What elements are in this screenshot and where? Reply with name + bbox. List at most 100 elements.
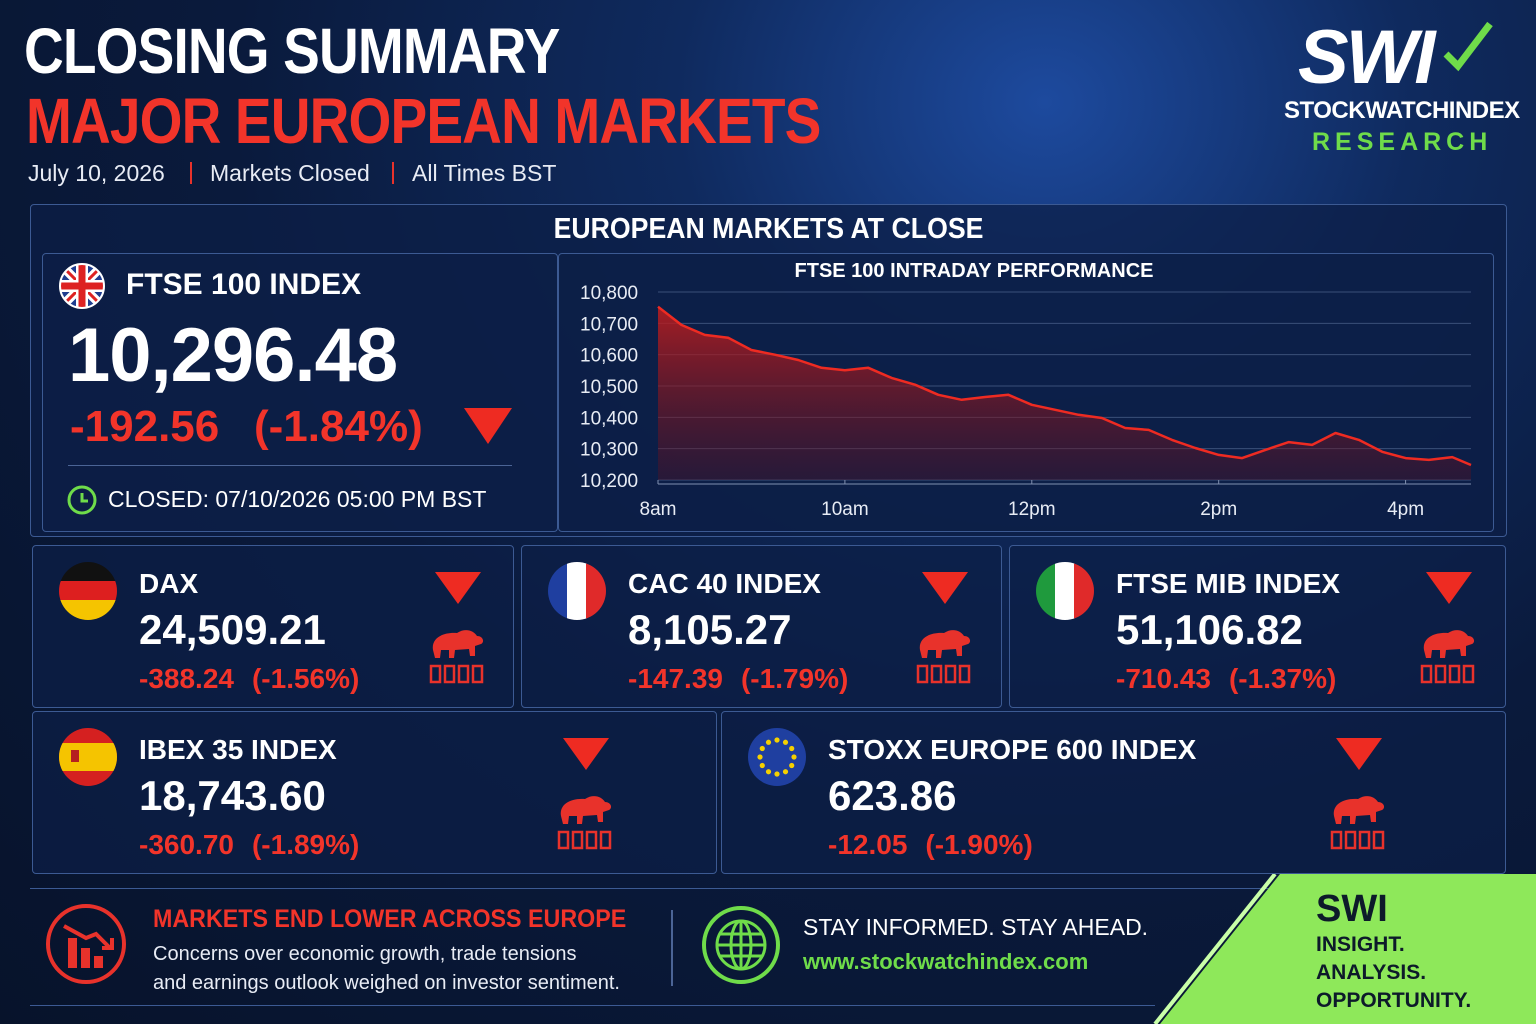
y-tick-label: 10,600: [580, 346, 638, 367]
index-change: -388.24: [139, 663, 234, 694]
index-percent: (-1.90%): [925, 829, 1033, 860]
flag: [59, 562, 117, 620]
index-percent: (-1.89%): [251, 829, 360, 860]
logo-mark: SWI: [1298, 15, 1436, 100]
x-tick-label: 12pm: [1008, 499, 1056, 520]
corner-line: ANALYSIS.: [1316, 961, 1427, 984]
y-tick-label: 10,200: [580, 471, 638, 492]
y-tick-label: 10,700: [580, 314, 638, 335]
corner-banner: [1153, 874, 1536, 1024]
bear-icon: [429, 630, 484, 684]
down-arrow: [1426, 572, 1472, 604]
section-title: EUROPEAN MARKETS AT CLOSE: [553, 213, 984, 245]
divider: [68, 465, 512, 466]
index-change-row: -12.05 (-1.90%): [828, 829, 1033, 861]
divider: [30, 888, 1280, 889]
separator: [392, 162, 394, 184]
ftse-panel: [42, 253, 558, 532]
index-change: -12.05: [828, 829, 908, 860]
x-tick-label: 2pm: [1200, 499, 1237, 520]
flag: [748, 728, 806, 786]
index-name: STOXX EUROPE 600 INDEX: [828, 734, 1197, 765]
index-percent: (-1.79%): [740, 663, 849, 694]
y-tick-label: 10,800: [580, 283, 638, 304]
index-value: 623.86: [828, 772, 957, 819]
index-name: FTSE MIB INDEX: [1116, 568, 1341, 599]
bear-icon: [557, 796, 612, 850]
logo-check: [1443, 21, 1493, 72]
index-value: 18,743.60: [139, 772, 326, 819]
bear-icon: [916, 630, 971, 684]
corner-line: INSIGHT.: [1316, 933, 1405, 956]
down-arrow: [435, 572, 481, 604]
x-tick-label: 4pm: [1387, 499, 1424, 520]
chart-title: FTSE 100 INTRADAY PERFORMANCE: [795, 260, 1154, 282]
uk-flag: [59, 263, 105, 309]
flag: [1036, 562, 1094, 620]
x-tick-label: 10am: [821, 499, 869, 520]
index-change-row: -388.24 (-1.56%): [139, 663, 359, 695]
index-card: DAX 24,509.21 -388.24 (-1.56%): [32, 545, 514, 708]
closed-time: CLOSED: 07/10/2026 05:00 PM BST: [108, 486, 487, 512]
corner-brand: SWI: [1316, 888, 1388, 930]
index-change: -360.70: [139, 829, 234, 860]
separator: [190, 162, 192, 184]
slogan: STAY INFORMED. STAY AHEAD.: [803, 914, 1149, 940]
index-change-row: -147.39 (-1.79%): [628, 663, 848, 695]
bear-icon: [1330, 796, 1385, 850]
area: [658, 306, 1471, 480]
index-name: IBEX 35 INDEX: [139, 734, 337, 765]
y-tick-label: 10,500: [580, 377, 638, 398]
flag: [548, 562, 606, 620]
line: [657, 305, 1472, 467]
index-card: STOXX EUROPE 600 INDEX 623.86 -12.05 (-1.…: [721, 711, 1506, 874]
logo-tag: RESEARCH: [1312, 128, 1493, 156]
subtitle: MAJOR EUROPEAN MARKETS: [26, 85, 821, 157]
ftse-value: 10,296.48: [68, 313, 398, 398]
clock-icon: [67, 485, 97, 515]
website: www.stockwatchindex.com: [803, 949, 1089, 974]
corner-line: OPPORTUNITY.: [1316, 989, 1472, 1012]
date: July 10, 2026: [28, 160, 165, 186]
down-arrow: [563, 738, 609, 770]
index-change-row: -710.43 (-1.37%): [1116, 663, 1336, 695]
globe-icon: [702, 906, 780, 984]
status: Markets Closed: [210, 160, 370, 186]
footer-line: Concerns over economic growth, trade ten…: [153, 943, 577, 965]
index-change: -710.43: [1116, 663, 1211, 694]
down-arrow: [464, 408, 512, 444]
x-tick-label: 8am: [640, 499, 677, 520]
footer-body: Concerns over economic growth, trade ten…: [153, 940, 620, 998]
index-value: 8,105.27: [628, 606, 792, 653]
down-arrow: [1336, 738, 1382, 770]
index-name: CAC 40 INDEX: [628, 568, 821, 599]
title: CLOSING SUMMARY: [24, 15, 560, 87]
ftse-change: -192.56: [70, 402, 220, 451]
timezone: All Times BST: [412, 160, 557, 186]
bear-icon: [1420, 630, 1475, 684]
index-percent: (-1.37%): [1228, 663, 1337, 694]
index-card: IBEX 35 INDEX 18,743.60 -360.70 (-1.89%): [32, 711, 717, 874]
y-tick-label: 10,300: [580, 440, 638, 461]
ftse-name: FTSE 100 INDEX: [126, 268, 362, 301]
index-change: -147.39: [628, 663, 723, 694]
index-card: CAC 40 INDEX 8,105.27 -147.39 (-1.79%): [521, 545, 1002, 708]
logo-name: STOCKWATCHINDEX: [1284, 97, 1520, 124]
index-value: 24,509.21: [139, 606, 326, 653]
divider: [671, 910, 673, 986]
divider: [30, 1005, 1155, 1006]
intraday-chart: FTSE 100 INTRADAY PERFORMANCE 10,200 10,3…: [580, 260, 1472, 520]
ftse-percent: (-1.84%): [254, 402, 423, 451]
index-value: 51,106.82: [1116, 606, 1303, 653]
footer-line: and earnings outlook weighed on investor…: [153, 972, 620, 994]
index-change-row: -360.70 (-1.89%): [139, 829, 359, 861]
footer-headline: MARKETS END LOWER ACROSS EUROPE: [153, 905, 627, 933]
index-percent: (-1.56%): [251, 663, 360, 694]
decline-icon: [46, 904, 126, 984]
y-tick-label: 10,400: [580, 408, 638, 429]
flag: [59, 728, 117, 786]
index-name: DAX: [139, 568, 199, 599]
down-arrow: [922, 572, 968, 604]
index-card: FTSE MIB INDEX 51,106.82 -710.43 (-1.37%): [1009, 545, 1506, 708]
